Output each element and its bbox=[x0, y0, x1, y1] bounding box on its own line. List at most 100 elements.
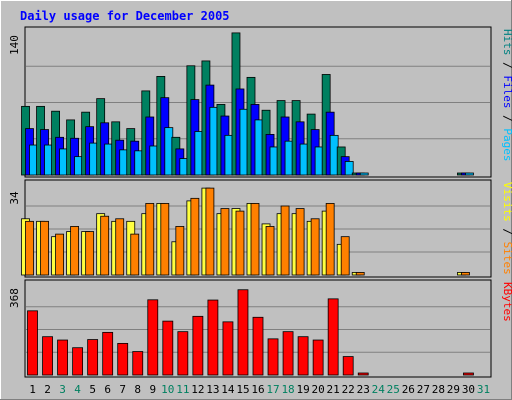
day-label-17: 17 bbox=[266, 383, 279, 396]
kbytes-panel-side-label-part-1: KBytes bbox=[501, 282, 512, 322]
hits-panel-pages-bar-day-22 bbox=[344, 161, 354, 176]
day-label-3: 3 bbox=[59, 383, 66, 396]
hits-panel-side-label-part-4: / bbox=[501, 109, 512, 129]
day-label-7: 7 bbox=[119, 383, 126, 396]
visits-panel-side-label-part-2: / bbox=[501, 222, 512, 242]
visits-panel-sites-bar-day-30 bbox=[461, 272, 470, 276]
hits-panel-side-label: Hits / Files / Pages bbox=[501, 29, 512, 162]
visits-panel-sites-bar-day-11 bbox=[175, 226, 185, 276]
visits-panel-sites-bar-day-12 bbox=[190, 197, 200, 276]
day-label-12: 12 bbox=[191, 383, 204, 396]
kbytes-panel-kbytes-bar-day-20 bbox=[312, 339, 324, 376]
kbytes-panel-kbytes-bar-day-5 bbox=[87, 339, 99, 376]
kbytes-panel-kbytes-bar-day-30 bbox=[463, 372, 474, 376]
kbytes-panel-kbytes-bar-day-21 bbox=[327, 298, 339, 376]
day-label-29: 29 bbox=[447, 383, 460, 396]
kbytes-panel-kbytes-bar-day-2 bbox=[42, 336, 53, 376]
day-label-6: 6 bbox=[104, 383, 111, 396]
kbytes-panel: 368 KBytes bbox=[8, 279, 512, 378]
day-labels: 1 2 3 4 5 6 7 8 9 10 11 12 13 14 15 16 17 18 19 20 21 22 23 24 2… bbox=[29, 383, 490, 396]
kbytes-panel-kbytes-bar-day-19 bbox=[297, 336, 309, 376]
chart-title: Daily usage for December 2005 bbox=[20, 9, 230, 23]
kbytes-panel-kbytes-bar-day-15 bbox=[237, 289, 249, 376]
kbytes-panel-kbytes-bar-day-18 bbox=[282, 331, 294, 376]
visits-panel-sites-bar-day-9 bbox=[145, 203, 155, 276]
kbytes-panel-kbytes-bar-day-4 bbox=[72, 347, 84, 376]
day-label-27: 27 bbox=[417, 383, 430, 396]
visits-panel-side-label: Visits / Sites bbox=[501, 182, 512, 275]
visits-panel-sites-bar-day-22 bbox=[340, 236, 350, 276]
visits-panel-side-label-part-1: Visits bbox=[501, 182, 512, 222]
kbytes-panel-kbytes-bar-day-22 bbox=[342, 356, 354, 376]
day-label-15: 15 bbox=[236, 383, 249, 396]
visits-panel-sites-bar-day-4 bbox=[70, 226, 80, 276]
day-label-25: 25 bbox=[387, 383, 400, 396]
visits-panel-sites-bar-day-2 bbox=[40, 220, 49, 276]
kbytes-panel-side-label: KBytes bbox=[501, 282, 512, 322]
day-label-2: 2 bbox=[44, 383, 51, 396]
day-label-8: 8 bbox=[134, 383, 141, 396]
day-label-5: 5 bbox=[89, 383, 96, 396]
day-label-16: 16 bbox=[251, 383, 264, 396]
day-label-20: 20 bbox=[312, 383, 325, 396]
day-label-21: 21 bbox=[327, 383, 340, 396]
day-label-28: 28 bbox=[432, 383, 445, 396]
hits-panel-side-label-part-1: Hits bbox=[501, 29, 512, 56]
visits-panel-sites-bar-day-18 bbox=[280, 205, 290, 276]
kbytes-panel-kbytes-bar-day-13 bbox=[207, 299, 219, 376]
visits-panel-side-label-part-3: Sites bbox=[501, 242, 512, 275]
kbytes-panel-kbytes-bar-day-11 bbox=[177, 331, 189, 376]
day-label-24: 24 bbox=[372, 383, 386, 396]
kbytes-panel-kbytes-bar-day-17 bbox=[267, 338, 279, 376]
day-label-14: 14 bbox=[221, 383, 235, 396]
day-label-10: 10 bbox=[161, 383, 174, 396]
hits-panel-side-label-part-3: Files bbox=[501, 75, 512, 108]
visits-panel-sites-bar-day-15 bbox=[235, 210, 245, 276]
visits-panel-sites-bar-day-5 bbox=[85, 231, 95, 276]
visits-panel-sites-bar-day-17 bbox=[265, 226, 275, 276]
day-label-23: 23 bbox=[357, 383, 370, 396]
visits-panel-sites-bar-day-20 bbox=[310, 218, 320, 276]
visits-panel-sites-bar-day-6 bbox=[100, 215, 110, 276]
kbytes-panel-kbytes-bar-day-7 bbox=[117, 342, 129, 376]
day-label-19: 19 bbox=[296, 383, 309, 396]
visits-panel-sites-bar-day-1 bbox=[25, 220, 34, 276]
visits-panel-sites-bar-day-19 bbox=[295, 208, 305, 276]
kbytes-panel-kbytes-bar-day-16 bbox=[252, 316, 264, 376]
hits-panel-pages-bar-day-23 bbox=[359, 172, 369, 176]
visits-panel-sites-bar-day-10 bbox=[160, 203, 170, 276]
visits-panel-sites-bar-day-23 bbox=[355, 272, 365, 276]
kbytes-panel-kbytes-bar-day-14 bbox=[222, 321, 234, 376]
kbytes-panel-kbytes-bar-day-3 bbox=[57, 339, 68, 376]
kbytes-panel-kbytes-bar-day-12 bbox=[192, 315, 204, 376]
hits-panel-pages-bar-day-30 bbox=[465, 172, 474, 176]
day-label-26: 26 bbox=[402, 383, 415, 396]
visits-panel-sites-bar-day-8 bbox=[130, 233, 140, 276]
visits-panel: 34 Visits / Sites bbox=[8, 179, 512, 278]
visits-panel-sites-bar-day-7 bbox=[115, 218, 125, 276]
visits-panel-sites-bar-day-21 bbox=[325, 203, 335, 276]
kbytes-panel-kbytes-bar-day-10 bbox=[162, 320, 174, 376]
day-label-11: 11 bbox=[176, 383, 189, 396]
day-label-1: 1 bbox=[29, 383, 36, 396]
day-label-13: 13 bbox=[206, 383, 219, 396]
visits-panel-max-label: 34 bbox=[8, 191, 21, 205]
hits-panel-side-label-part-2: / bbox=[501, 56, 512, 76]
visits-panel-sites-bar-day-13 bbox=[205, 187, 215, 276]
day-label-9: 9 bbox=[149, 383, 156, 396]
kbytes-panel-kbytes-bar-day-6 bbox=[102, 331, 114, 376]
hits-panel: 140 Hits / Files / Pages bbox=[8, 26, 512, 178]
day-label-4: 4 bbox=[74, 383, 81, 396]
day-label-30: 30 bbox=[462, 383, 475, 396]
kbytes-panel-kbytes-bar-day-23 bbox=[357, 372, 369, 376]
visits-panel-sites-bar-day-16 bbox=[250, 203, 260, 276]
hits-panel-side-label-part-5: Pages bbox=[501, 128, 512, 161]
visits-panel-sites-bar-day-3 bbox=[55, 233, 64, 276]
kbytes-panel-kbytes-bar-day-8 bbox=[132, 351, 144, 376]
kbytes-panel-kbytes-bar-day-1 bbox=[27, 310, 38, 376]
hits-panel-max-label: 140 bbox=[8, 35, 21, 55]
kbytes-panel-kbytes-bar-day-9 bbox=[147, 299, 159, 376]
day-label-31: 31 bbox=[477, 383, 490, 396]
